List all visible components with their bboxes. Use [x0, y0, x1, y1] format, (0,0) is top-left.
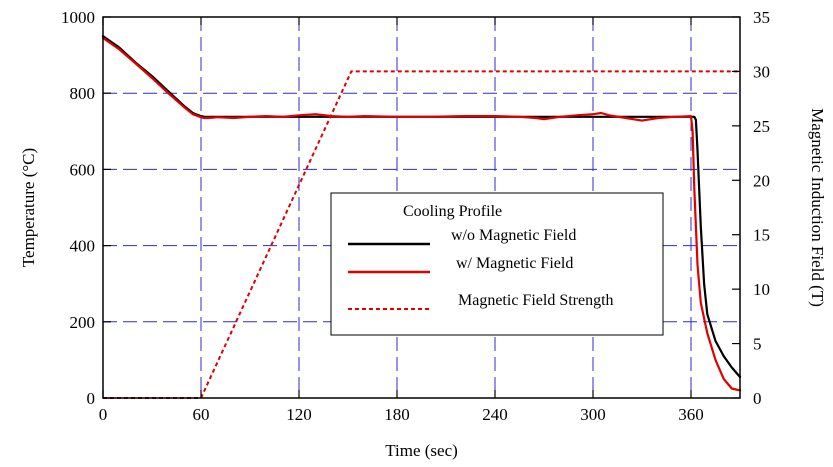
- x-tick-label: 180: [384, 405, 410, 424]
- legend-entry-2: Magnetic Field Strength: [458, 292, 614, 309]
- y-axis-title: Temperature (°C): [19, 148, 38, 267]
- y2-axis-title: Magnetic Induction Field (T): [808, 108, 827, 307]
- legend-entry-0: w/o Magnetic Field: [451, 227, 576, 244]
- legend-entry-1: w/ Magnetic Field: [456, 255, 573, 272]
- y2-tick-label: 10: [753, 280, 770, 299]
- y2-tick-label: 30: [753, 62, 770, 81]
- x-tick-label: 60: [193, 405, 210, 424]
- x-tick-label: 120: [286, 405, 312, 424]
- y-tick-label: 800: [70, 84, 96, 103]
- y2-tick-label: 5: [753, 335, 762, 354]
- y2-tick-label: 35: [753, 8, 770, 27]
- y-tick-label: 1000: [61, 8, 95, 27]
- y2-tick-label: 15: [753, 226, 770, 245]
- y-tick-label: 600: [70, 160, 96, 179]
- x-axis: 0 60 120 180 240 300 360: [99, 17, 704, 424]
- x-tick-label: 360: [678, 405, 704, 424]
- legend-box: [330, 192, 664, 336]
- series-line-1: [101, 36, 742, 392]
- x-tick-label: 0: [99, 405, 108, 424]
- x-axis-title: Time (sec): [385, 441, 458, 460]
- x-tick-label: 240: [482, 405, 508, 424]
- plot-frame: [102, 16, 741, 399]
- x-tick-label: 300: [580, 405, 606, 424]
- legend: Cooling Profile w/o Magnetic Field w/ Mag…: [330, 192, 664, 336]
- y2-tick-label: 20: [753, 171, 770, 190]
- y2-tick-label: 25: [753, 117, 770, 136]
- y-tick-label: 0: [87, 389, 96, 408]
- legend-title: Cooling Profile: [403, 203, 502, 220]
- y-axis-right: 0 5 10 15 20 25 30 35: [732, 8, 770, 408]
- y-tick-label: 200: [70, 313, 96, 332]
- y-axis-left: 0 200 400 600 800 1000: [61, 8, 111, 408]
- y-tick-label: 400: [70, 237, 96, 256]
- y2-tick-label: 0: [753, 389, 762, 408]
